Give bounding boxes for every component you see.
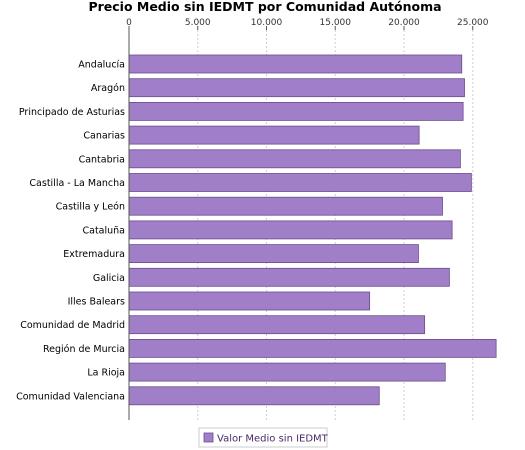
- bar: [128, 125, 420, 145]
- bar: [128, 173, 472, 192]
- category-label: Galicia: [93, 273, 125, 284]
- x-axis-ticks: 0 5.000 10.000 15.000 20.000 25.000: [126, 18, 489, 30]
- category-label: Comunidad Valenciana: [16, 391, 125, 402]
- bar: [128, 386, 380, 406]
- category-label: Extremadura: [63, 249, 125, 260]
- category-label: Comunidad de Madrid: [20, 320, 125, 331]
- category-label: Aragón: [91, 83, 125, 94]
- category-label: Cataluña: [82, 225, 125, 236]
- chart-title: Precio Medio sin IEDMT por Comunidad Aut…: [88, 0, 441, 14]
- category-label: Andalucía: [78, 60, 125, 71]
- bar: [128, 78, 465, 98]
- legend-box: [198, 427, 328, 448]
- bar: [128, 315, 426, 335]
- category-label: Principado de Asturias: [19, 107, 125, 118]
- x-tick-label: 0: [126, 18, 132, 28]
- x-tick-label: 20.000: [388, 18, 420, 28]
- x-tick-label: 15.000: [320, 18, 352, 28]
- x-tick-label: 5.000: [185, 18, 211, 28]
- bar: [128, 102, 464, 121]
- bar: [128, 244, 419, 264]
- bar: [128, 220, 453, 240]
- bar: [128, 54, 463, 74]
- category-label: Illes Balears: [68, 297, 125, 308]
- x-tick-label: 25.000: [457, 18, 489, 28]
- bar: [128, 338, 497, 358]
- category-label: Castilla y León: [56, 202, 125, 213]
- legend-swatch: [203, 432, 214, 443]
- category-label: Canarias: [83, 131, 125, 142]
- legend: Valor Medio sin IEDMT: [198, 427, 329, 448]
- x-tick-label: 10.000: [251, 18, 283, 28]
- category-labels: Andalucía Aragón Principado de Asturias Can…: [16, 60, 125, 403]
- bar: [128, 362, 446, 382]
- legend-label: Valor Medio sin IEDMT: [217, 434, 329, 445]
- category-label: Región de Murcia: [43, 344, 125, 355]
- category-label: Castilla - La Mancha: [29, 178, 125, 189]
- bar: [128, 267, 450, 287]
- category-label: Cantabria: [79, 154, 125, 165]
- bar: [128, 196, 443, 216]
- category-label: La Rioja: [87, 368, 125, 379]
- bar: [128, 149, 461, 169]
- bar: [128, 291, 371, 311]
- bars: [128, 54, 497, 406]
